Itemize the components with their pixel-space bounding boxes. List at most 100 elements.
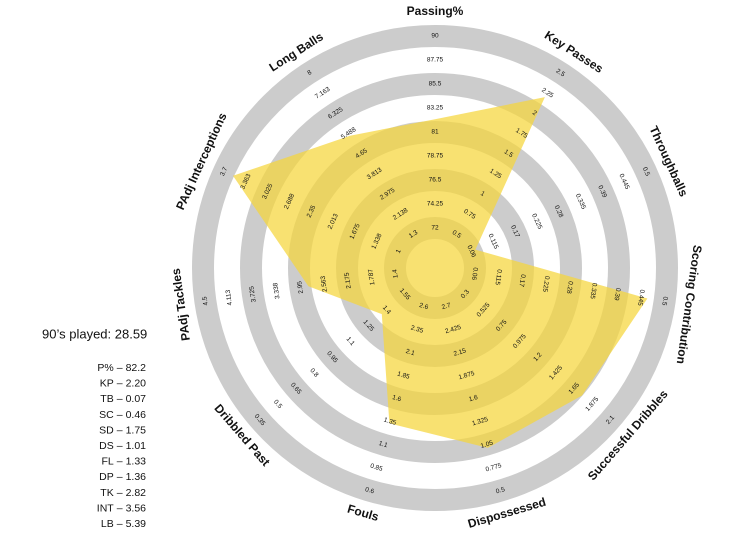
stat-name: SD: [99, 424, 114, 436]
tick-label: 2.1: [605, 414, 616, 426]
tick-label: 1.1: [345, 336, 356, 348]
tick-label: 0.775: [485, 462, 503, 473]
stat-separator: –: [117, 362, 123, 374]
tick-label: 1.2: [532, 351, 543, 363]
tick-label: 72: [431, 225, 439, 232]
tick-label: 3.338: [272, 282, 281, 299]
tick-label: 4.5: [201, 296, 209, 306]
stat-separator: –: [117, 502, 123, 514]
tick-label: 81: [431, 129, 439, 136]
stat-line: DP –1.36: [99, 471, 146, 483]
axis-name: PAdj Tackles: [169, 267, 193, 341]
stat-separator: –: [117, 471, 123, 483]
tick-label: 2.425: [444, 324, 462, 335]
tick-label: 8: [306, 69, 313, 77]
tick-label: 0.8: [308, 367, 319, 379]
tick-label: 0.17: [509, 224, 521, 239]
stat-value: 0.46: [126, 409, 147, 421]
tick-label: 74.25: [427, 201, 444, 208]
stat-line: FL –1.33: [101, 455, 146, 467]
stat-line: INT –3.56: [97, 502, 146, 514]
stat-name: P%: [97, 362, 113, 374]
tick-label: 1.875: [458, 370, 476, 381]
tick-label: 2.7: [441, 302, 452, 311]
tick-label: 1.35: [383, 417, 397, 427]
stat-value: 82.2: [126, 362, 147, 374]
tick-label: 0.28: [553, 204, 565, 219]
tick-label: 85.5: [429, 81, 442, 88]
tick-label: 0.5: [272, 399, 283, 411]
tick-label: 1: [479, 190, 486, 198]
tick-label: 1.85: [396, 371, 410, 381]
stat-separator: –: [117, 440, 123, 452]
tick-label: 1.1: [378, 440, 389, 449]
stat-value: 2.82: [126, 487, 147, 499]
axis-name: Passing%: [407, 4, 464, 18]
stat-value: 5.39: [126, 518, 147, 530]
tick-label: 0.5: [660, 296, 668, 306]
tick-label: 2.35: [306, 204, 318, 219]
tick-label: 2.6: [418, 302, 429, 311]
tick-label: 1.787: [367, 268, 376, 285]
tick-label: 2.563: [320, 275, 329, 292]
tick-label: 1.325: [471, 416, 489, 427]
tick-label: 0.115: [493, 269, 502, 286]
tick-label: 1.4: [391, 268, 399, 278]
stat-value: 2.20: [126, 377, 147, 389]
stat-value: 1.36: [126, 471, 147, 483]
tick-label: 0.17: [517, 274, 526, 288]
axis-name: Fouls: [346, 502, 381, 525]
tick-label: 0.6: [364, 486, 375, 495]
tick-label: 0.39: [596, 184, 608, 199]
tick-label: 0.28: [565, 281, 574, 295]
tick-label: 0.445: [636, 289, 645, 306]
stat-value: 1.33: [126, 455, 147, 467]
tick-label: 87.75: [427, 57, 444, 64]
tick-label: 2.175: [343, 272, 352, 289]
tick-label: 0.445: [617, 173, 630, 191]
tick-label: 0.225: [541, 275, 550, 292]
stat-separator: –: [117, 377, 123, 389]
stat-value: 1.01: [126, 440, 147, 452]
tick-label: 0.115: [487, 233, 500, 251]
stat-line: P% –82.2: [97, 362, 146, 374]
grid-ring: [192, 25, 678, 511]
tick-label: 78.75: [427, 153, 444, 160]
stat-name: TB: [100, 393, 113, 405]
tick-label: 2.5: [555, 68, 567, 79]
stat-line: SC –0.46: [99, 409, 146, 421]
tick-label: 0.5: [495, 486, 506, 495]
tick-label: 0.06: [465, 244, 477, 259]
tick-label: 1.6: [468, 394, 479, 403]
stat-separator: –: [117, 409, 123, 421]
tick-label: 1.875: [584, 396, 600, 413]
tick-label: 2.1: [405, 348, 416, 357]
tick-label: 3.7: [219, 166, 229, 177]
tick-label: 1.4: [381, 304, 392, 316]
tick-label: 76.5: [429, 177, 442, 184]
stat-line: KP –2.20: [100, 377, 146, 389]
stat-separator: –: [117, 518, 123, 530]
stat-name: TK: [100, 487, 113, 499]
tick-label: 0.06: [470, 267, 479, 281]
stat-value: 0.07: [126, 393, 147, 405]
tick-label: 2: [531, 109, 538, 117]
tick-label: 0.85: [369, 463, 383, 473]
tick-label: 1.3: [408, 229, 420, 240]
stat-separator: –: [117, 424, 123, 436]
polygon-layer: [233, 97, 648, 448]
tick-label: 0.5: [451, 229, 463, 240]
stat-value: 3.56: [126, 502, 147, 514]
tick-label: 0.335: [588, 282, 597, 299]
tick-label: 0.335: [574, 193, 587, 211]
stat-line: SD –1.75: [99, 424, 146, 436]
stat-name: INT: [97, 502, 115, 514]
tick-label: 0.3: [460, 288, 471, 300]
stat-line: TK –2.82: [100, 487, 146, 499]
tick-label: 1.6: [391, 394, 402, 403]
tick-label: 4.113: [225, 289, 234, 306]
stat-line: TB –0.07: [100, 393, 146, 405]
tick-label: 3.725: [248, 285, 257, 302]
